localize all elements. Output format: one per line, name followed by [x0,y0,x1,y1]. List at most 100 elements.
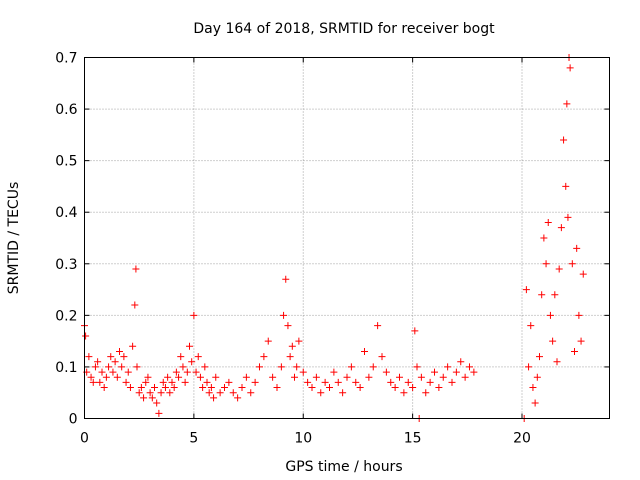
data-point [291,373,298,381]
plot-area-frame [84,57,610,419]
data-point [461,373,469,381]
data-point [439,373,447,381]
data-point [113,373,121,381]
data-point [544,219,552,227]
data-point [157,389,165,397]
data-point [431,368,438,376]
data-point [186,342,193,350]
data-point [326,384,333,392]
data-point [564,213,572,221]
data-point [299,368,307,376]
data-point [131,301,139,309]
x-tick-label: 20 [513,431,531,447]
data-point [238,384,246,392]
data-point [553,358,561,366]
data-point [144,373,152,381]
data-point [527,322,535,330]
data-point [135,389,143,397]
data-point [260,353,268,361]
data-point [137,384,145,392]
data-point [555,265,563,273]
data-point [369,363,377,371]
data-point [129,342,137,350]
data-point [411,327,419,335]
data-point [229,389,237,397]
data-point [352,378,360,386]
data-point [132,265,140,273]
data-point [540,234,548,242]
data-point [343,373,351,381]
data-point [247,389,255,397]
series-srmtid [81,54,587,422]
data-point [391,384,399,392]
data-point [330,368,338,376]
data-point [466,363,473,371]
data-point [190,311,198,319]
y-tick-label: 0.2 [55,308,77,324]
data-point [234,394,242,402]
data-point [282,275,290,283]
data-point [107,353,115,361]
data-point [111,358,119,366]
data-point [205,389,213,397]
data-point [98,368,106,376]
data-point [448,378,456,386]
data-point [533,373,541,381]
data-point [577,337,585,345]
data-point [105,363,113,371]
data-point [273,384,281,392]
data-point [142,378,150,386]
data-point [378,353,386,361]
data-point [207,384,215,392]
data-point [124,368,132,376]
data-point [422,389,430,397]
data-point [151,384,158,392]
y-axis-label: SRMTID / TECUs [6,182,22,295]
y-tick-label: 0.6 [55,102,77,118]
data-point [361,347,368,355]
x-tick-label: 10 [294,431,312,447]
data-point [317,389,325,397]
data-point [199,384,207,392]
data-point [522,286,530,294]
x-tick-label: 0 [80,431,89,447]
data-point [188,358,196,366]
data-point [256,363,263,371]
data-point [568,260,576,268]
y-tick-label: 0.5 [55,154,77,170]
data-point [284,322,292,330]
y-tick-label: 0 [69,412,78,428]
data-point [452,368,460,376]
y-tick-label: 0.1 [55,360,77,376]
x-tick-label: 5 [189,431,198,447]
data-point [288,342,296,350]
data-point [89,378,97,386]
data-point [573,244,581,252]
data-point [194,353,202,361]
data-point [365,373,373,381]
data-point [470,368,478,376]
data-series [81,54,587,422]
data-point [87,373,95,381]
data-point [221,384,228,392]
data-point [166,389,174,397]
data-point [542,260,550,268]
data-point [102,373,110,381]
data-point [201,363,209,371]
data-point [264,337,272,345]
data-point [116,347,123,355]
data-point [417,373,425,381]
data-point [525,363,533,371]
data-point [146,389,154,397]
data-point [295,337,303,345]
data-point [122,378,130,386]
data-point [183,368,191,376]
grid-lines [84,57,610,419]
data-point [155,409,163,417]
x-axis-label: GPS time / hours [285,459,402,475]
data-point [444,363,452,371]
data-point [181,378,189,386]
data-point [216,389,224,397]
data-point [549,337,557,345]
